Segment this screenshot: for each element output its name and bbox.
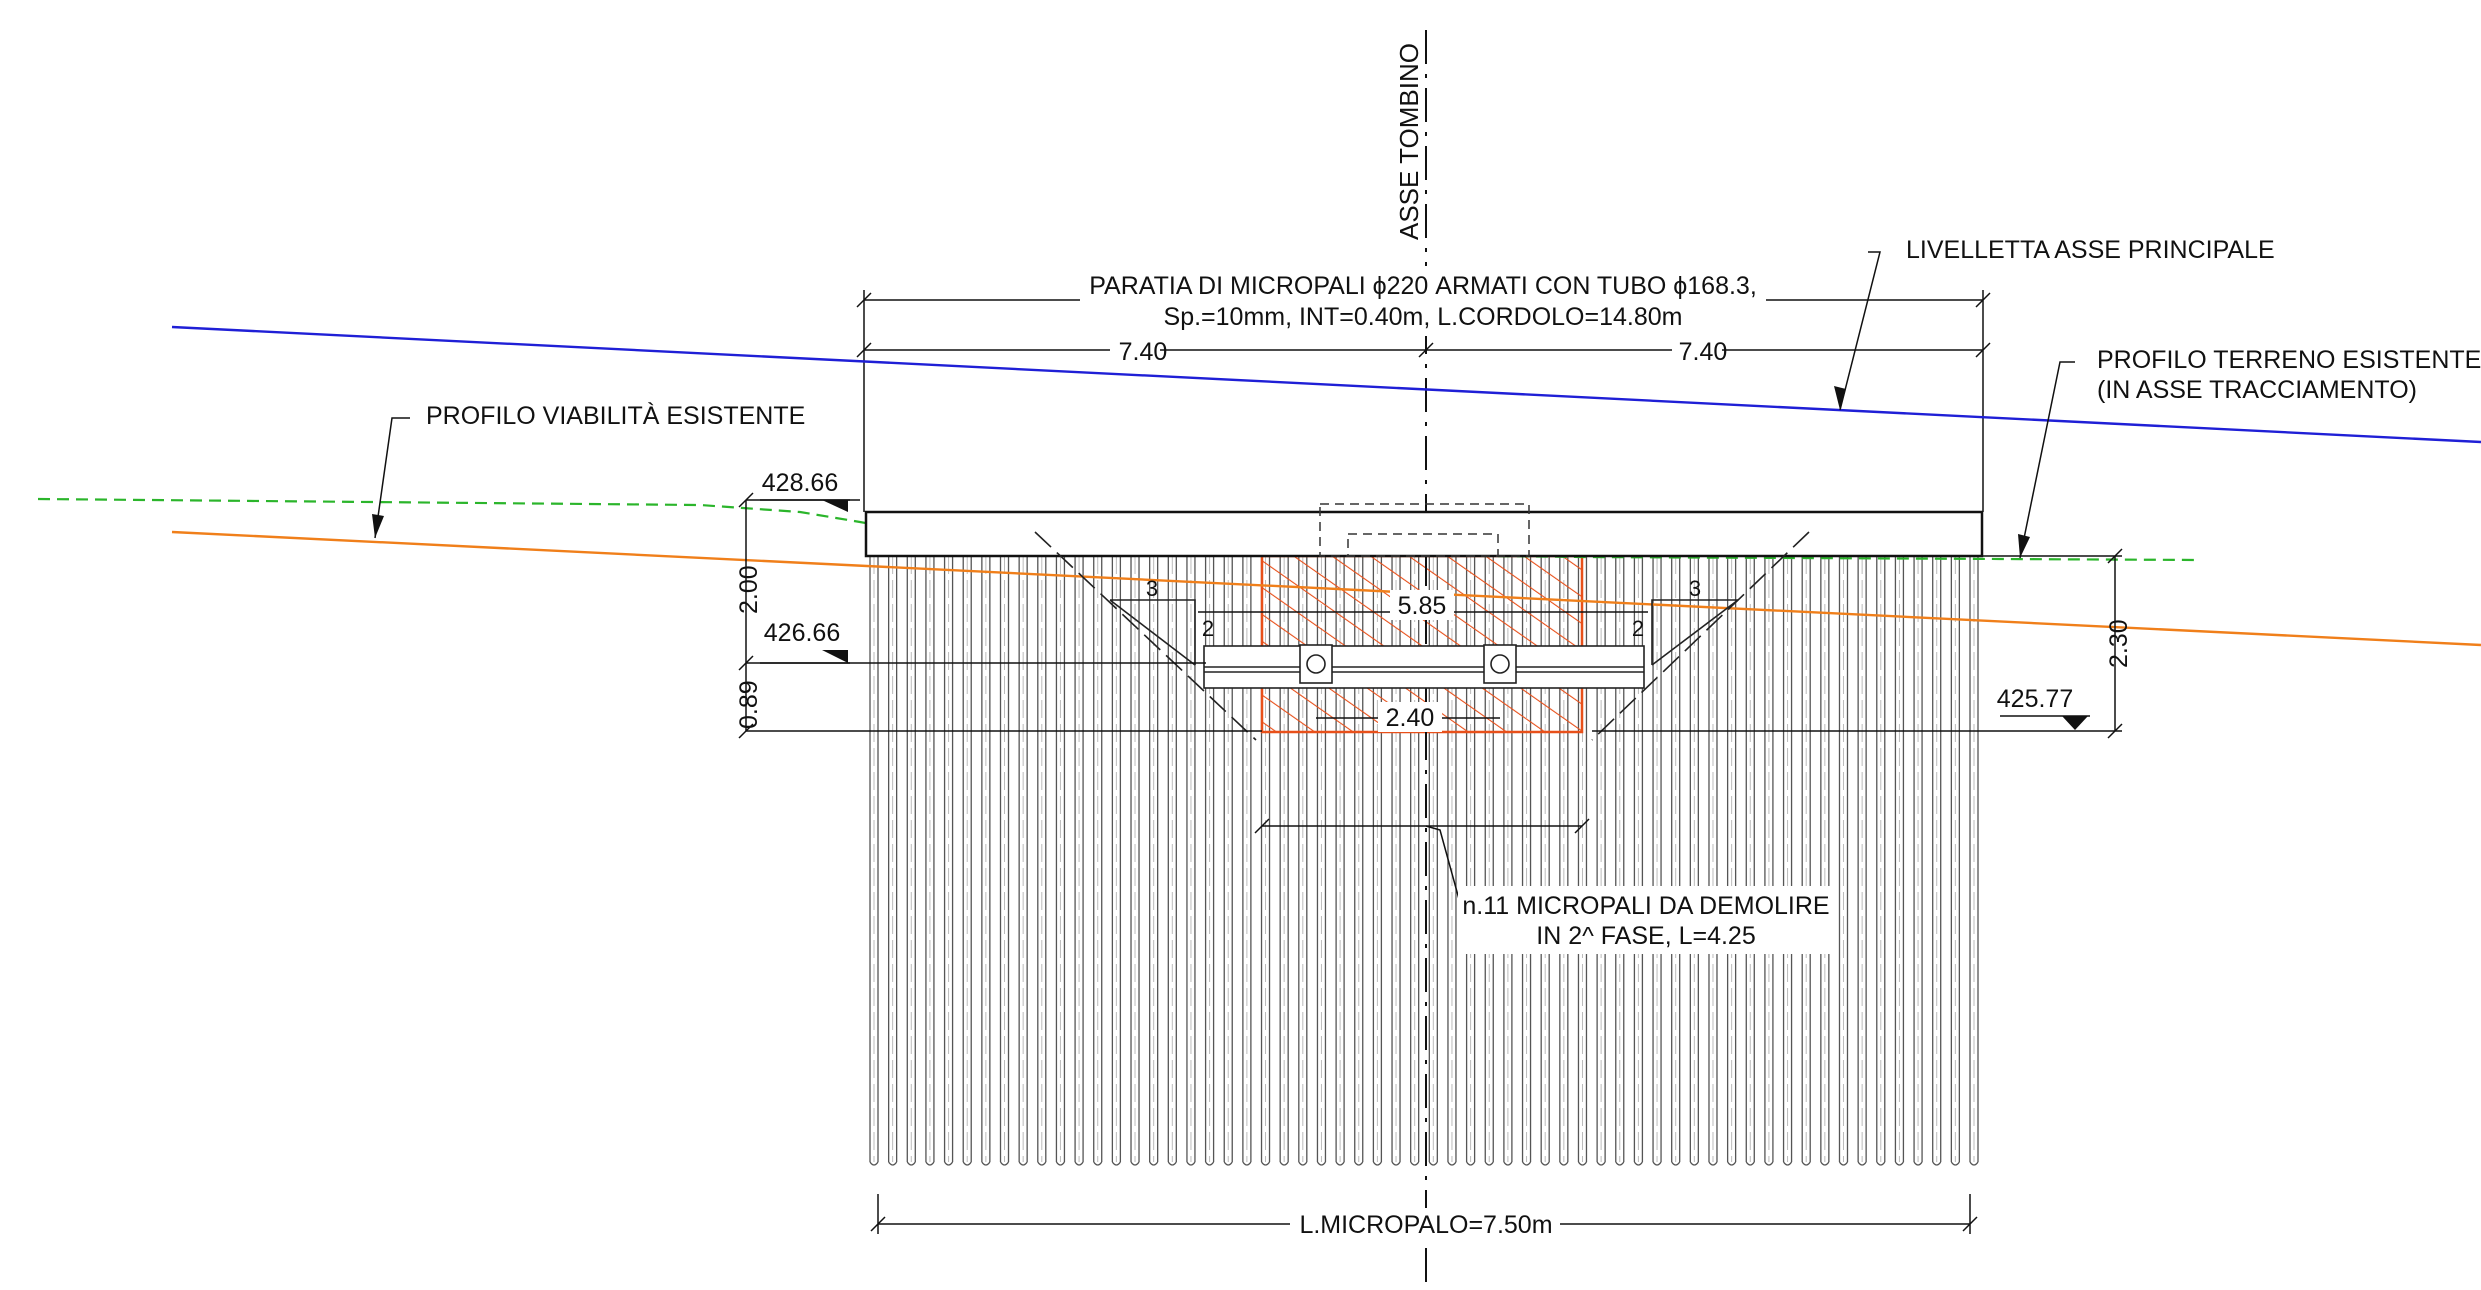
micropile <box>1782 556 1793 1166</box>
micropile <box>1652 556 1662 1166</box>
dashed-box-inner <box>1347 533 1499 557</box>
micropile <box>1726 556 1737 1166</box>
micropile <box>1018 556 1028 1166</box>
micropile <box>887 556 898 1166</box>
half-width-left: 7.40 <box>1119 338 1168 366</box>
label-demolish-line2: IN 2^ FASE, L=4.25 <box>1536 922 1756 950</box>
micropile <box>1857 556 1867 1166</box>
micropile <box>999 556 1010 1166</box>
pile-length-label: L.MICROPALO=7.50m <box>1299 1211 1552 1239</box>
wall-title-line2: Sp.=10mm, INT=0.40m, L.CORDOLO=14.80m <box>1164 303 1683 331</box>
micropile <box>1838 556 1849 1166</box>
leader-lines <box>374 251 2075 911</box>
micropile <box>1801 556 1811 1166</box>
dim-0-89: 0.89 <box>735 680 763 729</box>
label-demolish-line1: n.11 MICROPALI DA DEMOLIRE <box>1462 892 1829 920</box>
micropile <box>1689 556 1699 1166</box>
elevation-mid: 426.66 <box>764 619 840 647</box>
micropile <box>1055 556 1066 1166</box>
dim-2-00: 2.00 <box>735 565 763 614</box>
micropile <box>1894 556 1905 1166</box>
dim-5-85: 5.85 <box>1398 592 1447 620</box>
excavation-outline <box>1034 531 1810 741</box>
dim-2-40: 2.40 <box>1386 704 1435 732</box>
micropile <box>869 556 879 1166</box>
terreno-line <box>37 497 2201 562</box>
label-viabilita: PROFILO VIABILITÀ ESISTENTE <box>426 401 805 430</box>
micropile <box>1764 556 1774 1166</box>
half-width-right: 7.40 <box>1679 338 1728 366</box>
micropile <box>925 556 935 1166</box>
micropile <box>1913 556 1923 1166</box>
label-terreno-line2: (IN ASSE TRACCIAMENTO) <box>2097 376 2417 404</box>
slope-rise-left: 2 <box>1202 616 1214 641</box>
slope-rise-right: 2 <box>1632 616 1644 641</box>
micropile <box>1932 556 1942 1166</box>
demolish-callout-box <box>1458 886 1834 954</box>
viabilita-line <box>171 530 2481 647</box>
micropile <box>981 556 991 1166</box>
micropile <box>1130 556 1140 1166</box>
micropile <box>1820 556 1830 1166</box>
micropile <box>1111 556 1122 1166</box>
micropile <box>1149 556 1159 1166</box>
micropile <box>1950 556 1961 1166</box>
micropile <box>1745 556 1755 1166</box>
elevation-markers <box>760 499 2090 730</box>
dim-2-30: 2.30 <box>2105 619 2133 668</box>
micropile <box>1876 556 1886 1166</box>
label-livelletta: LIVELLETTA ASSE PRINCIPALE <box>1906 236 2275 264</box>
slope-run-left: 3 <box>1146 576 1158 601</box>
micropile <box>943 556 954 1166</box>
micropile <box>906 556 916 1166</box>
elevation-top: 428.66 <box>762 469 838 497</box>
livelletta-line <box>171 325 2481 444</box>
wall-title-line1: PARATIA DI MICROPALI ϕ220 ARMATI CON TUB… <box>1089 272 1757 300</box>
micropile <box>1074 556 1084 1166</box>
slope-run-right: 3 <box>1689 576 1701 601</box>
terreno-arrow <box>2018 534 2030 558</box>
micropile <box>1969 556 1979 1166</box>
micropile <box>1671 556 1681 1166</box>
viabilita-arrow <box>372 514 384 538</box>
micropile <box>1093 556 1103 1166</box>
axis-label: ASSE TOMBINO <box>1394 43 1424 240</box>
elevation-right: 425.77 <box>1997 685 2073 713</box>
label-terreno-line1: PROFILO TERRENO ESISTENTE <box>2097 346 2481 374</box>
micropile-array <box>869 556 1979 1166</box>
micropile <box>1037 556 1047 1166</box>
micropile <box>962 556 972 1166</box>
livelletta-arrow <box>1834 386 1846 410</box>
micropile <box>1186 556 1196 1166</box>
micropile <box>1708 556 1718 1166</box>
